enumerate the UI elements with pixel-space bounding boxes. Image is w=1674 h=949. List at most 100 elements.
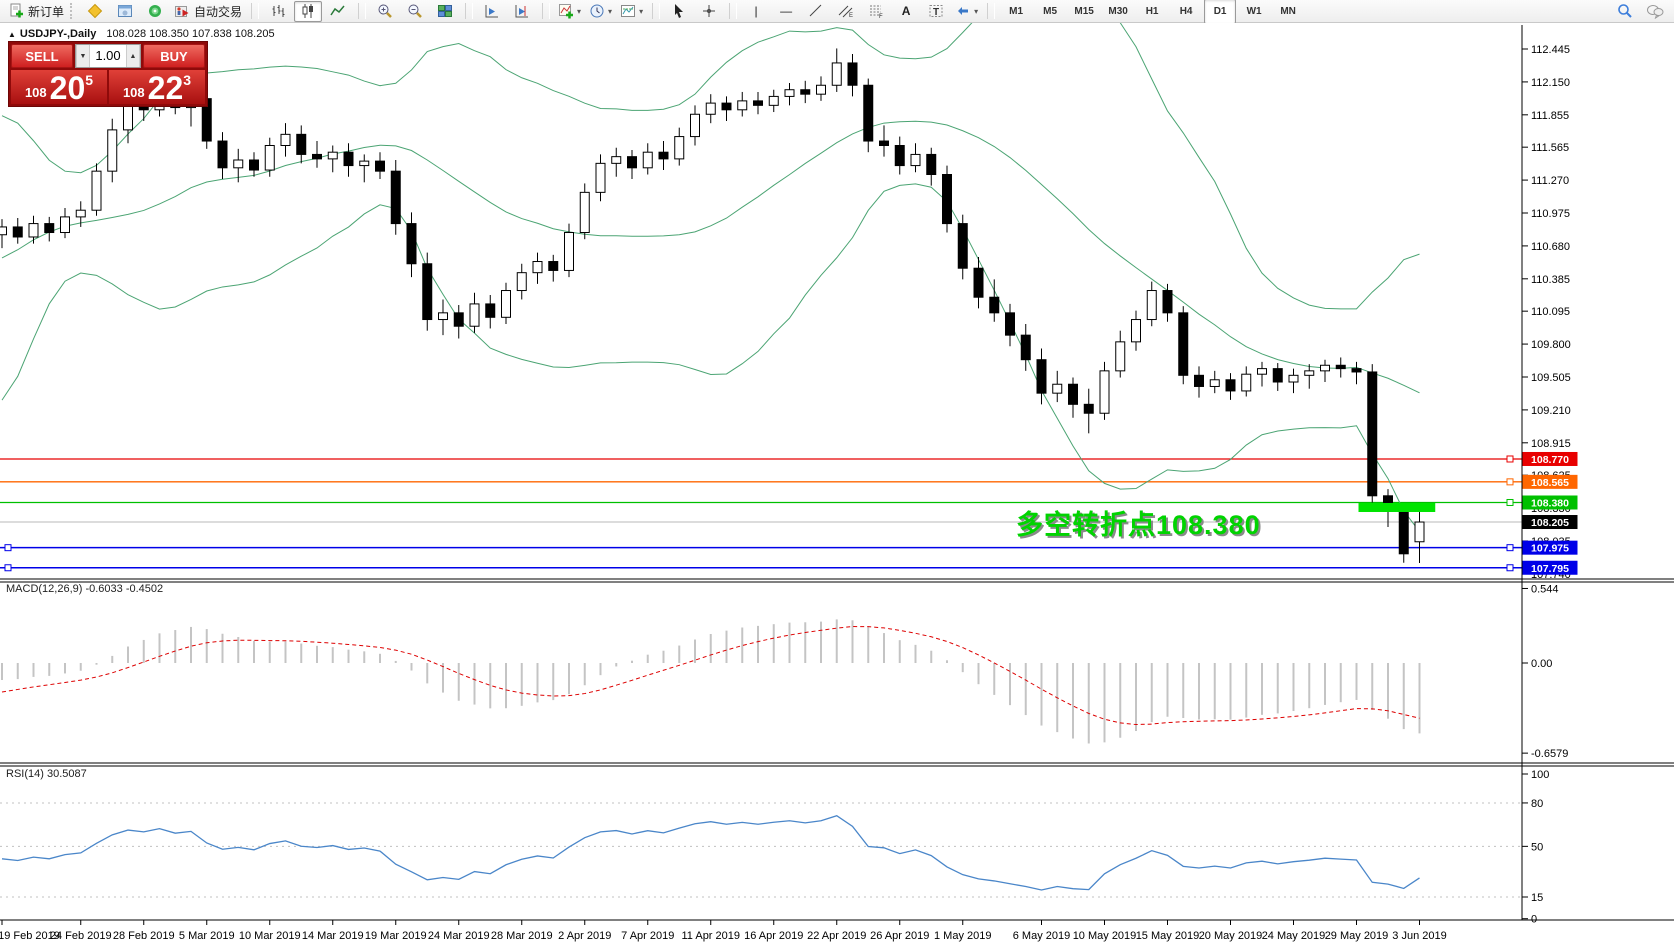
tile-windows-icon [438, 5, 453, 17]
price-tick-label: 111.855 [1531, 110, 1569, 122]
candle-body [1178, 312, 1189, 376]
candle-body [674, 136, 685, 160]
chevron-down-icon: ▾ [639, 6, 644, 16]
tile-windows-button[interactable] [431, 1, 459, 22]
date-label: 7 Apr 2019 [621, 930, 674, 942]
candle-body [312, 153, 322, 160]
date-label: 29 May 2019 [1325, 930, 1389, 942]
collapse-arrow-icon[interactable]: ▲ [8, 30, 16, 39]
date-label: 3 Jun 2019 [1392, 930, 1446, 942]
chat-button[interactable] [1641, 1, 1669, 22]
line-handle[interactable] [1506, 544, 1514, 552]
signals-button[interactable] [141, 1, 169, 22]
indicators-button[interactable]: ▾ [555, 1, 584, 22]
svg-text:F: F [879, 14, 883, 19]
candle-body [422, 263, 433, 321]
templates-button[interactable]: ▾ [617, 1, 646, 22]
line-chart-button[interactable] [324, 1, 352, 22]
bar-chart-button[interactable] [264, 1, 292, 22]
market-watch-icon [118, 5, 133, 17]
sell-button[interactable]: SELL [11, 44, 73, 68]
candle-body [12, 226, 23, 238]
trendline-button[interactable] [802, 1, 830, 22]
chart-shift-button[interactable] [508, 1, 536, 22]
bollinger-lower-band [1, 183, 1420, 532]
toolbar-separator [542, 3, 551, 19]
candle-body [375, 160, 385, 172]
search-button[interactable] [1611, 1, 1639, 22]
candle-body [879, 140, 889, 146]
line-handle[interactable] [4, 564, 12, 572]
text-label-button[interactable]: T [922, 1, 950, 22]
buy-price-panel[interactable]: 108 22 3 [109, 70, 205, 104]
toolbar-separator [358, 3, 367, 19]
autotrading-label: 自动交易 [194, 4, 243, 19]
line-handle[interactable] [1506, 455, 1514, 463]
sell-price-panel[interactable]: 108 20 5 [11, 70, 107, 104]
zoom-in-button[interactable] [371, 1, 399, 22]
candle-body [233, 159, 244, 169]
timeframe-m15-button[interactable]: M15 [1074, 5, 1094, 17]
volume-down-button[interactable]: ▼ [76, 45, 90, 67]
horizontal-line-button[interactable]: — [772, 1, 800, 22]
candle-body [1398, 510, 1409, 555]
price-tick-label: 109.800 [1531, 339, 1571, 351]
new-order-button[interactable]: 新订单 [5, 1, 67, 22]
crosshair-button[interactable] [695, 1, 723, 22]
date-label: 11 Apr 2019 [681, 930, 740, 942]
candle-body [1367, 371, 1378, 497]
fibonacci-button[interactable]: F [862, 1, 890, 22]
timeframe-m30-button[interactable]: M30 [1108, 5, 1128, 17]
arrows-button[interactable]: ▾ [952, 1, 981, 22]
date-label: 10 Mar 2019 [239, 930, 301, 942]
price-tick-label: 108.915 [1531, 438, 1571, 450]
buy-button[interactable]: BUY [143, 44, 205, 68]
highlight-rect[interactable] [1358, 502, 1436, 512]
line-handle[interactable] [1506, 478, 1514, 486]
candle-body [327, 151, 338, 160]
line-handle[interactable] [4, 544, 12, 552]
fibonacci-icon: F [870, 5, 883, 19]
macd-tick-label: 0.00 [1531, 658, 1552, 670]
equidistant-channel-button[interactable]: E [832, 1, 860, 22]
volume-up-button[interactable]: ▲ [126, 45, 140, 67]
timeframe-h4-button[interactable]: H4 [1179, 5, 1193, 17]
candle-body [485, 303, 496, 318]
timeframe-m1-button[interactable]: M1 [1009, 5, 1024, 17]
chart-window[interactable]: 112.445 112.150 111.855 111.565 111.270 110.9… [0, 23, 1674, 949]
auto-arrange-button[interactable] [478, 1, 506, 22]
price-tick-label: 109.505 [1531, 372, 1571, 384]
candle-body [863, 84, 874, 142]
sell-price-prefix: 108 [24, 85, 47, 100]
vertical-line-button[interactable]: | [742, 1, 770, 22]
price-chart-canvas[interactable]: 112.445 112.150 111.855 111.565 111.270 110.9… [0, 23, 1674, 949]
pivot-annotation[interactable]: 多空转折点108.380 [1016, 510, 1261, 540]
cursor-button[interactable] [665, 1, 693, 22]
chevron-down-icon: ▾ [974, 6, 979, 16]
date-label: 10 May 2019 [1073, 930, 1137, 942]
candle-body [123, 102, 133, 131]
autotrading-button[interactable]: 自动交易 [171, 1, 245, 22]
periods-button[interactable]: ▾ [586, 1, 615, 22]
text-button[interactable]: A [892, 1, 920, 22]
timeframe-h1-button[interactable]: H1 [1145, 5, 1159, 17]
search-icon [1618, 4, 1632, 18]
buy-price-prefix: 108 [122, 85, 145, 100]
candlestick-chart-button[interactable] [294, 0, 323, 22]
timeframe-d1-button[interactable]: D1 [1204, 0, 1237, 24]
volume-value[interactable]: 1.00 [90, 45, 126, 67]
zoom-out-button[interactable] [401, 1, 429, 22]
line-handle[interactable] [1506, 564, 1514, 572]
line-handle[interactable] [1506, 498, 1514, 506]
candle-body [0, 226, 7, 236]
toolbar-separator [465, 3, 474, 19]
price-tick-label: 109.210 [1531, 405, 1571, 417]
candle-body [107, 129, 118, 172]
bollinger-middle-band [1, 120, 1420, 394]
profiles-button[interactable] [81, 1, 109, 22]
timeframe-m5-button[interactable]: M5 [1043, 5, 1058, 17]
chevron-down-icon: ▾ [577, 6, 582, 16]
market-watch-button[interactable] [111, 1, 139, 22]
timeframe-mn-button[interactable]: MN [1280, 5, 1296, 17]
timeframe-w1-button[interactable]: W1 [1246, 5, 1262, 17]
